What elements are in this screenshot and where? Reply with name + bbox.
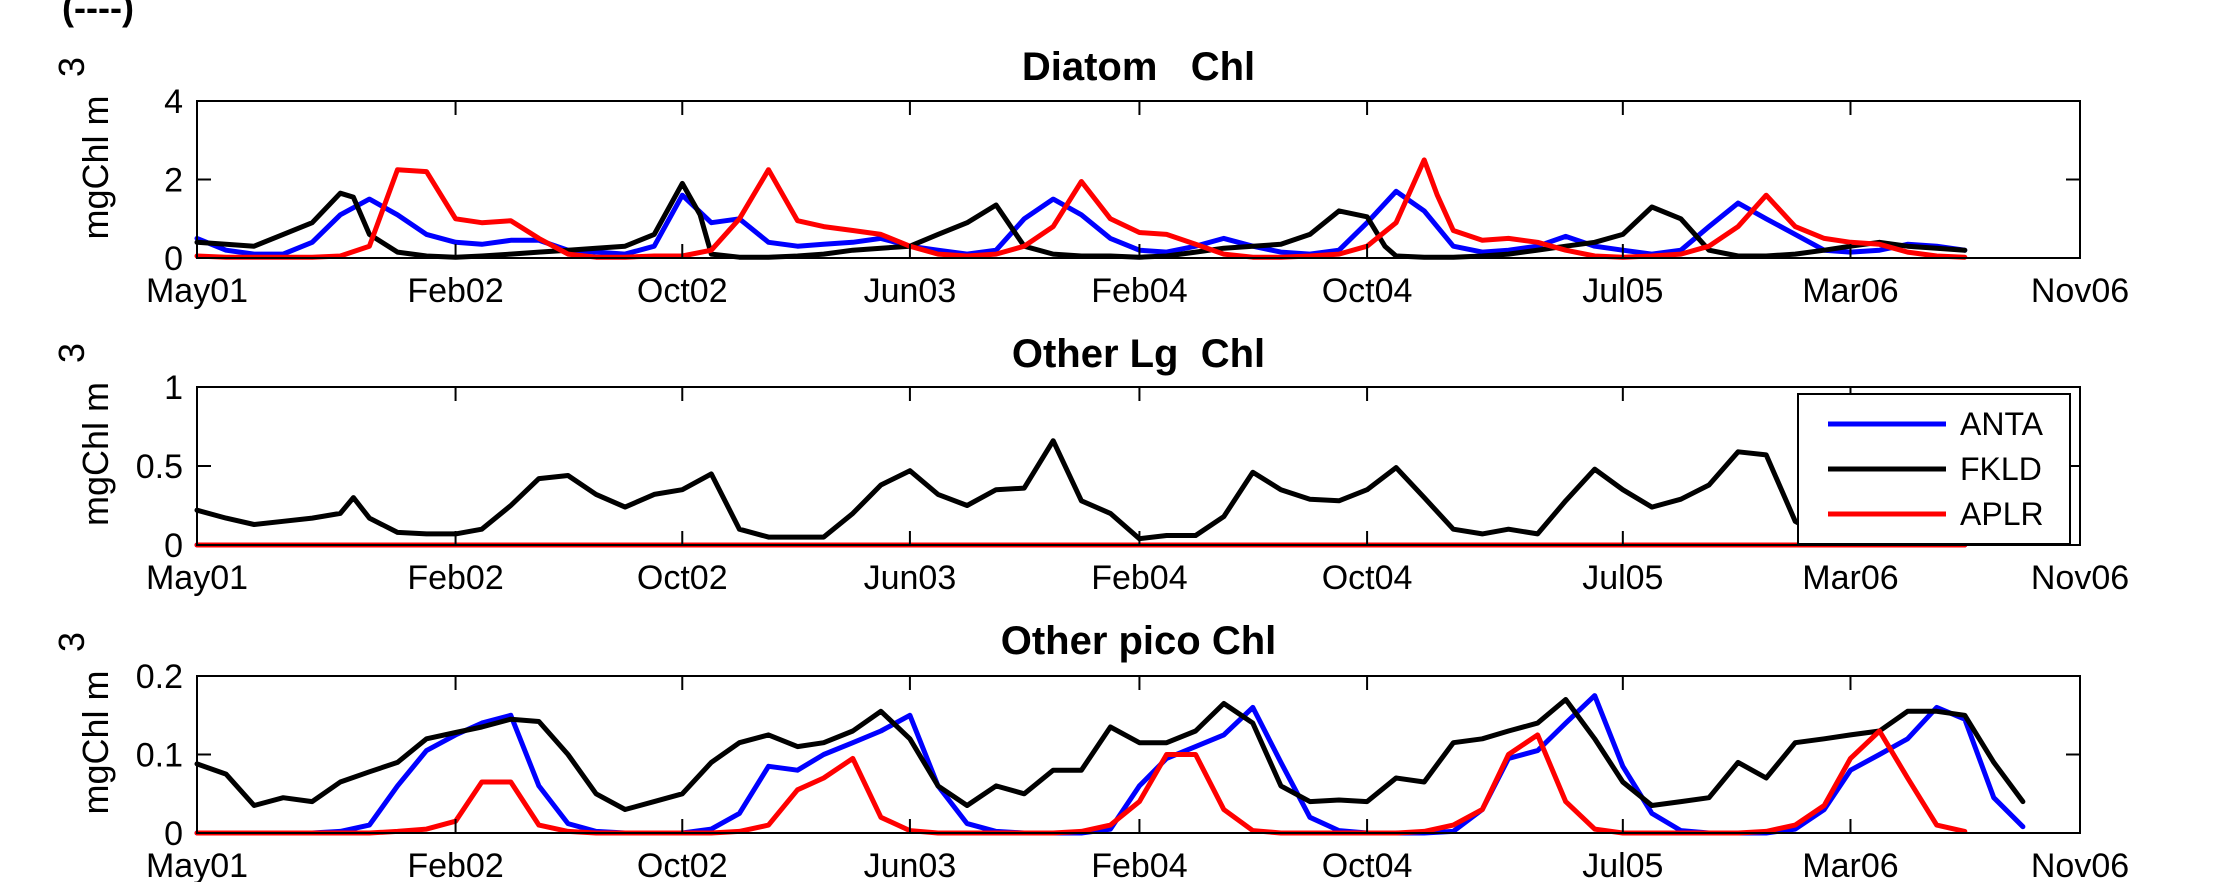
x-tick-label: Jul05 [1582, 847, 1663, 882]
legend-label-aplr: APLR [1960, 496, 2044, 532]
x-tick-label: Feb02 [407, 559, 503, 597]
y-tick-label: 4 [164, 83, 183, 121]
y-axis-label-superscript: 3 [51, 632, 92, 652]
panel-title: Diatom Chl [1022, 45, 1255, 89]
panel-1: May01 Feb02 Oct02 Jun03 Feb04 Oct04 Jul05 Mar06… [51, 45, 2129, 310]
x-tick-label: Mar06 [1802, 847, 1898, 882]
x-tick-label: Feb02 [407, 272, 503, 310]
series-line-fkld [194, 697, 2026, 812]
legend-label-fkld: FKLD [1960, 451, 2042, 487]
legend: ANTA FKLD APLR [1797, 393, 2071, 545]
series-line-anta [194, 693, 2026, 836]
axes-frame [196, 675, 2081, 834]
y-axis-label: mgChl m [75, 95, 116, 239]
x-tick-label: Mar06 [1802, 559, 1898, 597]
y-tick-label: 0 [164, 527, 183, 565]
panel-3: May01 Feb02 Oct02 Jun03 Feb04 Oct04 Jul05 Mar06… [51, 619, 2129, 882]
x-tick-label: Oct02 [637, 559, 728, 597]
x-tick-label: May01 [146, 559, 248, 597]
y-tick-label: 0 [164, 240, 183, 278]
series-line-fkld [194, 438, 1827, 542]
x-tick-label: Jul05 [1582, 272, 1663, 310]
x-tick-label: Feb02 [407, 847, 503, 882]
x-tick-label: Nov06 [2031, 272, 2129, 310]
x-tick-label: Nov06 [2031, 559, 2129, 597]
x-tick-label: Jun03 [864, 559, 957, 597]
x-tick-label: Jun03 [864, 272, 957, 310]
x-tick-label: Jun03 [864, 847, 957, 882]
legend-label-anta: ANTA [1960, 406, 2044, 442]
series-line-aplr [194, 157, 1968, 260]
x-tick-label: Mar06 [1802, 272, 1898, 310]
x-tick-label: Jul05 [1582, 559, 1663, 597]
header-fragment: (----) [62, 0, 134, 28]
x-tick-label: Feb04 [1091, 559, 1187, 597]
x-tick-label: Feb04 [1091, 847, 1187, 882]
y-tick-label: 0.2 [136, 658, 183, 696]
y-tick-label: 0.5 [136, 448, 183, 486]
x-tick-label: Oct02 [637, 272, 728, 310]
y-axis-label: mgChl m [75, 670, 116, 814]
x-tick-label: May01 [146, 272, 248, 310]
x-tick-label: Oct04 [1322, 847, 1413, 882]
series-line-fkld [194, 180, 1968, 260]
x-tick-label: Feb04 [1091, 272, 1187, 310]
panel-title: Other Lg Chl [1012, 332, 1265, 376]
x-tick-label: Oct02 [637, 847, 728, 882]
y-axis-label-superscript: 3 [51, 343, 92, 363]
panel-title: Other pico Chl [1001, 619, 1277, 663]
y-tick-label: 1 [164, 369, 183, 407]
series-line-anta [194, 188, 1968, 257]
panels: May01 Feb02 Oct02 Jun03 Feb04 Oct04 Jul05 Mar06… [51, 45, 2129, 882]
x-tick-label: May01 [146, 847, 248, 882]
y-tick-label: 0.1 [136, 737, 183, 775]
series-line-aplr [194, 728, 1968, 836]
x-tick-label: Oct04 [1322, 559, 1413, 597]
y-axis-label: mgChl m [75, 382, 116, 526]
x-tick-label: Oct04 [1322, 272, 1413, 310]
x-tick-label: Nov06 [2031, 847, 2129, 882]
y-axis-label-superscript: 3 [51, 57, 92, 77]
y-tick-label: 2 [164, 162, 183, 200]
panel-2: May01 Feb02 Oct02 Jun03 Feb04 Oct04 Jul05 Mar06… [51, 332, 2129, 597]
y-tick-label: 0 [164, 815, 183, 853]
